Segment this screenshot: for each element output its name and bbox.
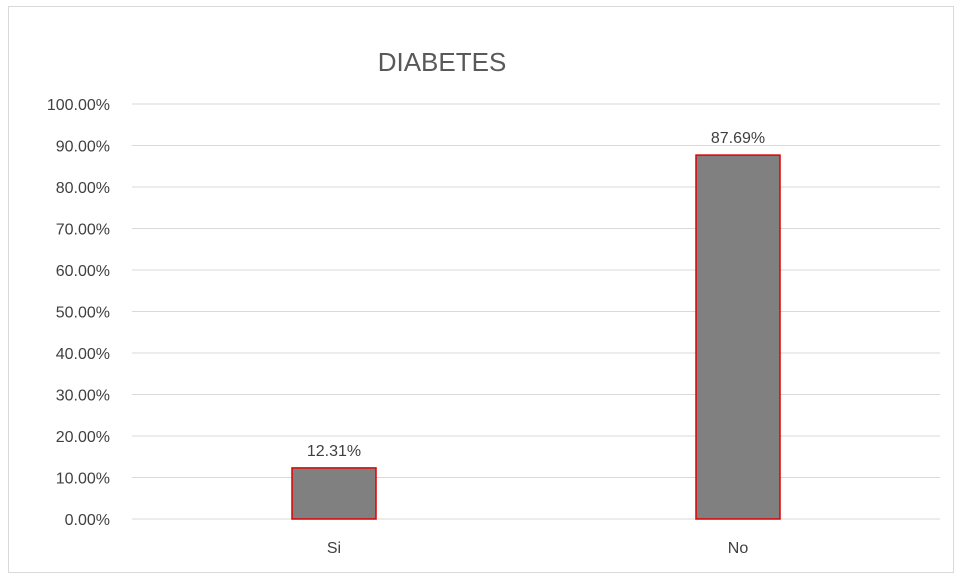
chart-title: DIABETES: [378, 47, 507, 77]
data-label: 87.69%: [711, 130, 765, 147]
y-tick-label: 10.00%: [56, 471, 110, 488]
x-axis-category-labels: Si No: [327, 540, 748, 557]
bar-no: [695, 154, 781, 520]
chart-frame: [8, 6, 954, 573]
y-tick-label: 90.00%: [56, 139, 110, 156]
y-tick-label: 20.00%: [56, 429, 110, 446]
x-category-label: Si: [327, 540, 341, 557]
y-tick-label: 50.00%: [56, 305, 110, 322]
bars: [291, 154, 781, 520]
y-tick-label: 30.00%: [56, 388, 110, 405]
y-tick-label: 40.00%: [56, 346, 110, 363]
y-tick-label: 100.00%: [47, 97, 110, 114]
y-tick-label: 80.00%: [56, 180, 110, 197]
bar-si: [291, 467, 377, 520]
data-labels: 12.31% 87.69%: [307, 130, 765, 460]
y-tick-label: 60.00%: [56, 263, 110, 280]
y-axis-tick-labels: 0.00% 10.00% 20.00% 30.00% 40.00% 50.00% 60.00…: [47, 97, 110, 529]
data-label: 12.31%: [307, 443, 361, 460]
gridlines: [132, 103, 940, 520]
y-tick-label: 70.00%: [56, 222, 110, 239]
x-category-label: No: [728, 540, 749, 557]
y-tick-label: 0.00%: [65, 512, 110, 529]
